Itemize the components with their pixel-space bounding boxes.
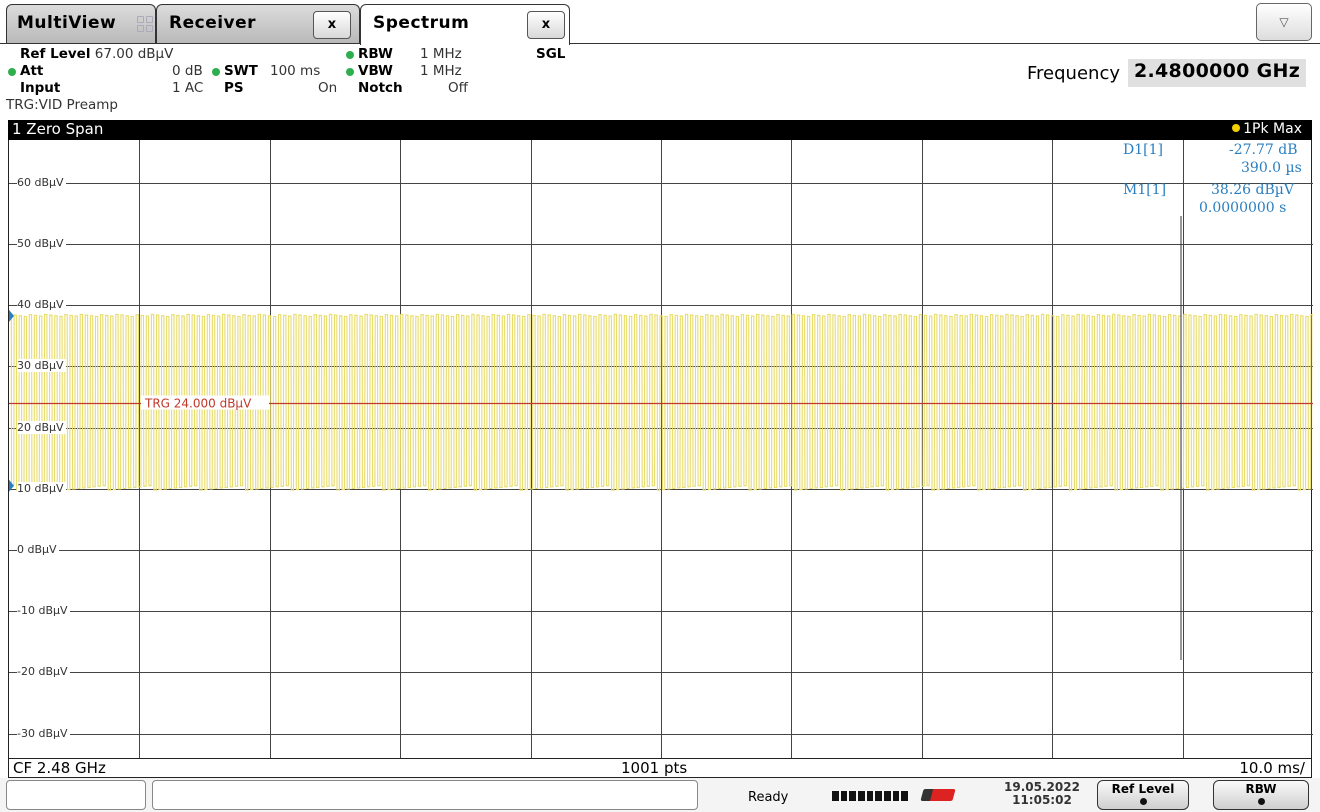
trigger-info: TRG:VID Preamp <box>6 97 118 113</box>
y-tick-label: -20 dBµV <box>17 664 70 678</box>
marker-d1-value: -27.77 dB <box>1229 142 1298 158</box>
ref-level-softkey-label: Ref Level <box>1111 782 1175 796</box>
vbw-indicator <box>346 68 354 76</box>
status-box-left[interactable] <box>6 780 146 810</box>
tab-bar-divider <box>0 43 1320 44</box>
tab-multiview-label: MultiView <box>17 13 117 33</box>
date-time: 19.05.2022 11:05:02 <box>1004 781 1080 807</box>
tab-bar: MultiView Receiver x Spectrum x ▽ <box>0 0 1320 45</box>
trigger-level-label: TRG 24.000 dBµV <box>144 397 252 411</box>
status-bar: Ready 19.05.2022 11:05:02 Ref Level RBW <box>0 778 1320 812</box>
rbw-value[interactable]: 1 MHz <box>420 46 462 62</box>
trace-legend: 1Pk Max <box>1232 121 1302 137</box>
y-tick-label: 10 dBµV <box>17 481 66 495</box>
tab-multiview[interactable]: MultiView <box>6 4 156 44</box>
status-ready: Ready <box>748 790 789 805</box>
status-box-message[interactable] <box>152 780 698 810</box>
rbw-label: RBW <box>358 46 393 62</box>
att-value[interactable]: 0 dB <box>172 63 203 79</box>
y-tick-label: 30 dBµV <box>17 358 66 372</box>
swt-indicator <box>212 68 220 76</box>
tab-receiver-label: Receiver <box>169 13 257 33</box>
marker-m1-value: 38.26 dBµV <box>1211 182 1294 198</box>
y-tick-label: 20 dBµV <box>17 420 66 434</box>
y-tick-label: -10 dBµV <box>17 603 70 617</box>
sweep-points: 1001 pts <box>621 759 688 777</box>
marker-d1-time: 390.0 µs <box>1241 160 1302 176</box>
measurement-settings: Ref Level 67.00 dBµV Att 0 dB Input 1 AC… <box>0 44 1320 120</box>
trace-color-icon <box>1232 124 1241 132</box>
tab-spectrum[interactable]: Spectrum x <box>360 4 570 45</box>
plot-footer: CF 2.48 GHz 1001 pts 10.0 ms/ <box>8 758 1312 778</box>
zero-span-plot[interactable]: TRG 24.000 dBµV 60 dBµV 50 dBµV 40 dBµV 30 … <box>8 140 1313 758</box>
y-tick-label: 0 dBµV <box>17 542 59 556</box>
rbw-softkey-label: RBW <box>1245 782 1277 796</box>
frequency-label: Frequency <box>1027 63 1120 84</box>
center-frequency: CF 2.48 GHz <box>13 759 106 777</box>
softkey-indicator-icon <box>1257 798 1265 805</box>
marker-d1-label: D1[1] <box>1123 142 1163 158</box>
y-tick-label: 60 dBµV <box>17 175 66 189</box>
notch-label: Notch <box>358 80 403 96</box>
trigger-label-bg <box>141 395 269 410</box>
trace-label: 1Pk Max <box>1243 121 1302 137</box>
ref-level-softkey[interactable]: Ref Level <box>1097 780 1189 810</box>
plot-window-title: 1 Zero Span 1Pk Max <box>8 120 1312 140</box>
marker-m1-time: 0.0000000 s <box>1199 200 1287 216</box>
ref-level-value: 67.00 dBµV <box>94 46 174 62</box>
swt-value[interactable]: 100 ms <box>270 63 321 79</box>
ps-value[interactable]: On <box>318 80 338 96</box>
status-date: 19.05.2022 <box>1004 780 1080 794</box>
marker-d1-icon <box>9 479 14 492</box>
att-label: Att <box>20 63 44 79</box>
swt-label: SWT <box>224 63 258 79</box>
rs-logo-icon <box>920 789 956 801</box>
trace-1pk-max <box>9 313 1313 491</box>
multiview-grid-icon <box>137 16 153 32</box>
softkey-indicator-icon <box>1139 798 1147 805</box>
sweep-mode: SGL <box>536 46 566 62</box>
att-indicator <box>8 68 16 76</box>
ps-label: PS <box>224 80 244 96</box>
rbw-softkey[interactable]: RBW <box>1213 780 1309 810</box>
notch-value[interactable]: Off <box>448 80 468 96</box>
frequency-value[interactable]: 2.4800000 GHz <box>1128 59 1307 87</box>
vbw-value[interactable]: 1 MHz <box>420 63 462 79</box>
vbw-label: VBW <box>358 63 393 79</box>
marker-m1-label: M1[1] <box>1123 182 1167 198</box>
tab-receiver[interactable]: Receiver x <box>156 4 360 44</box>
ref-level[interactable]: Ref Level 67.00 dBµV <box>20 46 173 62</box>
ref-level-label: Ref Level <box>20 46 91 62</box>
plot-canvas: TRG 24.000 dBµV <box>9 140 1313 758</box>
y-tick-label: -30 dBµV <box>17 726 70 740</box>
tab-spectrum-label: Spectrum <box>373 13 470 33</box>
status-time: 11:05:02 <box>1012 793 1072 807</box>
chevron-down-icon: ▽ <box>1279 15 1289 29</box>
y-tick-label: 50 dBµV <box>17 236 66 250</box>
rbw-indicator <box>346 51 354 59</box>
close-receiver-button[interactable]: x <box>313 11 351 39</box>
input-value[interactable]: 1 AC <box>172 80 204 96</box>
input-label: Input <box>20 80 61 96</box>
sweep-progress-bar <box>832 791 909 801</box>
close-spectrum-button[interactable]: x <box>527 11 565 39</box>
window-menu-button[interactable]: ▽ <box>1256 3 1312 41</box>
window-title: 1 Zero Span <box>12 120 104 138</box>
marker-m1-icon <box>9 309 14 322</box>
y-tick-label: 40 dBµV <box>17 297 66 311</box>
time-per-division: 10.0 ms/ <box>1239 759 1305 777</box>
